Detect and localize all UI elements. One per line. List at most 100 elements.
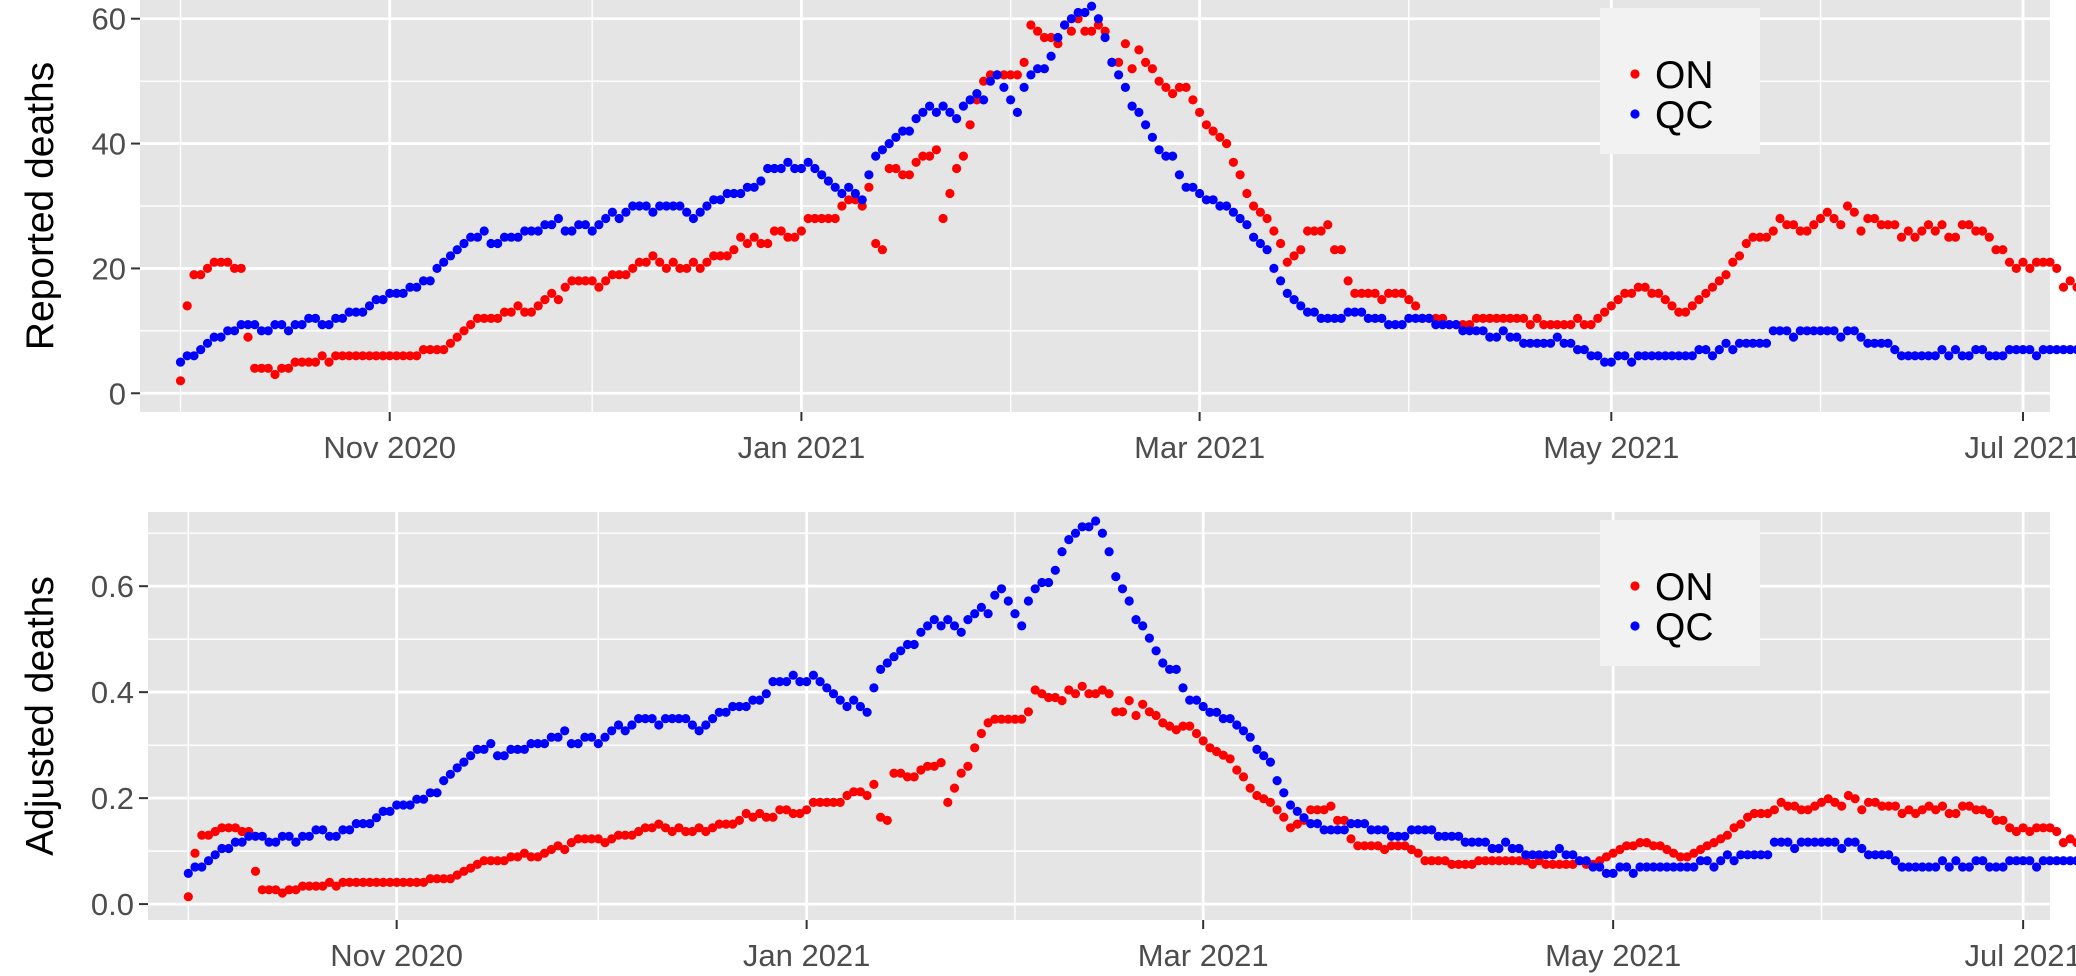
data-point-on xyxy=(297,357,307,367)
data-point-on xyxy=(452,332,462,342)
data-point-on xyxy=(808,797,819,808)
data-point-on xyxy=(1255,207,1265,217)
data-point-on xyxy=(593,834,603,844)
data-point-on xyxy=(1635,838,1645,848)
data-point-on xyxy=(513,301,523,311)
data-point-on xyxy=(553,841,563,851)
data-point-qc xyxy=(1252,744,1262,755)
data-point-on xyxy=(1171,725,1181,735)
data-point-qc xyxy=(1404,313,1414,323)
data-point-on xyxy=(1289,251,1299,261)
data-point-qc xyxy=(1097,528,1107,538)
data-point-qc xyxy=(1512,332,1522,342)
data-point-on xyxy=(392,877,402,888)
data-point-on xyxy=(499,856,509,866)
data-point-qc xyxy=(1212,707,1222,717)
data-point-qc xyxy=(1292,806,1302,817)
data-point-qc xyxy=(621,207,631,217)
data-point-qc xyxy=(371,813,382,823)
data-point-qc xyxy=(965,95,975,105)
data-point-on xyxy=(1134,45,1144,55)
data-point-qc xyxy=(1080,7,1090,18)
data-point-qc xyxy=(1498,326,1508,336)
data-point-on xyxy=(681,826,691,837)
data-point-qc xyxy=(722,188,732,199)
data-point-on xyxy=(741,808,751,819)
data-point-qc xyxy=(1950,345,1961,355)
data-point-qc xyxy=(1877,850,1887,860)
data-point-on xyxy=(351,351,361,361)
data-point-qc xyxy=(432,263,442,273)
data-point-qc xyxy=(533,739,543,749)
y-tick-label: 0.0 xyxy=(91,887,134,922)
data-point-qc xyxy=(1373,825,1383,835)
data-point-on xyxy=(1505,313,1515,323)
data-point-qc xyxy=(1454,831,1464,841)
data-point-qc xyxy=(1306,819,1316,829)
data-point-on xyxy=(1615,844,1625,855)
data-point-on xyxy=(324,357,334,367)
series-on xyxy=(175,14,2076,386)
data-point-on xyxy=(1566,320,1576,330)
data-point-on xyxy=(1707,282,1718,292)
data-point-qc xyxy=(849,695,859,705)
data-point-qc xyxy=(1100,32,1110,43)
data-point-on xyxy=(822,797,832,808)
data-point-on xyxy=(217,823,227,833)
data-point-qc xyxy=(1467,837,1477,847)
data-point-qc xyxy=(958,101,969,111)
data-point-qc xyxy=(1534,850,1544,860)
data-point-qc xyxy=(1154,145,1164,155)
data-point-on xyxy=(493,313,503,323)
data-point-qc xyxy=(378,806,388,817)
data-point-on xyxy=(627,830,637,840)
data-point-on xyxy=(567,276,577,286)
data-point-on xyxy=(1763,808,1773,819)
data-point-on xyxy=(1093,20,1103,30)
data-point-on xyxy=(1406,844,1417,855)
data-point-qc xyxy=(1682,862,1692,872)
data-point-qc xyxy=(1091,516,1101,526)
data-point-on xyxy=(2052,263,2062,273)
data-point-on xyxy=(1181,82,1191,92)
data-point-on xyxy=(1904,805,1914,815)
data-point-qc xyxy=(1761,338,1772,348)
data-point-qc xyxy=(1788,332,1799,342)
data-point-qc xyxy=(2052,856,2062,866)
data-point-qc xyxy=(1350,307,1360,317)
data-point-qc xyxy=(729,188,739,199)
data-point-on xyxy=(828,797,839,808)
data-point-qc xyxy=(405,800,415,810)
data-point-qc xyxy=(682,207,692,217)
data-point-on xyxy=(1178,721,1188,731)
data-point-qc xyxy=(1593,351,1603,361)
data-point-qc xyxy=(876,664,886,675)
data-point-qc xyxy=(1444,320,1454,330)
data-point-qc xyxy=(1971,856,1981,866)
data-point-on xyxy=(1117,707,1128,717)
data-point-qc xyxy=(1595,862,1605,872)
data-point-on xyxy=(1741,238,1751,249)
data-point-qc xyxy=(620,726,630,736)
data-point-on xyxy=(1433,856,1443,866)
data-point-qc xyxy=(1756,850,1766,860)
data-point-on xyxy=(412,351,422,361)
data-point-qc xyxy=(277,831,287,841)
data-point-qc xyxy=(992,70,1002,80)
data-point-on xyxy=(338,877,348,888)
data-point-on xyxy=(1714,276,1724,286)
data-point-qc xyxy=(1822,326,1832,336)
data-point-on xyxy=(2018,823,2028,833)
data-point-qc xyxy=(985,76,996,86)
data-point-qc xyxy=(1876,338,1886,348)
data-point-on xyxy=(1931,805,1941,815)
data-point-on xyxy=(391,351,402,361)
data-point-qc xyxy=(882,658,892,668)
data-point-qc xyxy=(668,201,678,211)
data-point-qc xyxy=(479,744,489,755)
data-point-on xyxy=(1675,852,1685,862)
data-point-on xyxy=(1640,282,1650,292)
data-point-on xyxy=(1097,685,1107,695)
data-point-qc xyxy=(871,151,881,161)
data-point-qc xyxy=(742,182,753,192)
